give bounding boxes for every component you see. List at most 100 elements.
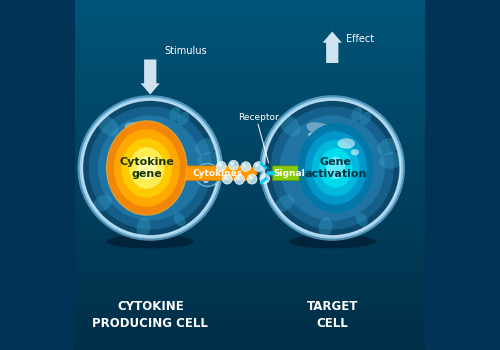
Ellipse shape bbox=[114, 129, 180, 207]
Ellipse shape bbox=[326, 157, 345, 179]
Bar bbox=[75, 108, 425, 111]
Text: TARGET
CELL: TARGET CELL bbox=[306, 300, 358, 330]
Bar bbox=[75, 18, 425, 20]
Ellipse shape bbox=[178, 112, 189, 125]
FancyArrow shape bbox=[273, 163, 313, 184]
Bar bbox=[75, 137, 425, 140]
Ellipse shape bbox=[136, 156, 157, 180]
Bar bbox=[75, 318, 425, 321]
Bar bbox=[75, 58, 425, 61]
Bar bbox=[75, 239, 425, 242]
Bar bbox=[75, 254, 425, 257]
Ellipse shape bbox=[106, 234, 194, 248]
Bar bbox=[75, 93, 425, 96]
Circle shape bbox=[248, 176, 252, 180]
Ellipse shape bbox=[318, 217, 332, 237]
Ellipse shape bbox=[306, 122, 337, 137]
Text: Cytokine
gene: Cytokine gene bbox=[120, 157, 174, 179]
Bar bbox=[75, 178, 425, 181]
Ellipse shape bbox=[275, 195, 294, 212]
FancyArrow shape bbox=[322, 32, 342, 63]
Circle shape bbox=[255, 163, 259, 167]
Circle shape bbox=[222, 174, 232, 184]
Bar bbox=[75, 64, 425, 67]
Bar bbox=[75, 283, 425, 286]
Bar bbox=[75, 111, 425, 114]
Bar bbox=[75, 131, 425, 134]
Bar bbox=[75, 230, 425, 233]
Text: Cytokines: Cytokines bbox=[192, 169, 242, 178]
Bar bbox=[75, 245, 425, 248]
Bar bbox=[75, 219, 425, 222]
Circle shape bbox=[260, 174, 270, 183]
FancyArrow shape bbox=[184, 163, 258, 184]
Bar bbox=[75, 0, 425, 3]
Bar bbox=[75, 193, 425, 195]
Bar bbox=[75, 79, 425, 82]
Circle shape bbox=[242, 163, 246, 167]
Bar bbox=[75, 303, 425, 306]
Bar bbox=[75, 44, 425, 47]
Ellipse shape bbox=[122, 138, 172, 198]
Ellipse shape bbox=[197, 152, 222, 169]
Bar bbox=[75, 47, 425, 50]
Bar bbox=[75, 41, 425, 44]
Ellipse shape bbox=[270, 106, 394, 230]
Text: CYTOKINE
PRODUCING CELL: CYTOKINE PRODUCING CELL bbox=[92, 300, 208, 330]
Bar bbox=[75, 35, 425, 38]
Bar bbox=[75, 251, 425, 254]
Bar bbox=[75, 347, 425, 350]
Ellipse shape bbox=[196, 164, 220, 186]
Bar bbox=[75, 175, 425, 178]
Bar bbox=[75, 228, 425, 230]
Ellipse shape bbox=[98, 116, 118, 136]
Bar bbox=[75, 332, 425, 335]
Circle shape bbox=[234, 175, 244, 184]
Bar bbox=[75, 122, 425, 125]
Bar bbox=[75, 73, 425, 76]
Bar bbox=[75, 163, 425, 166]
Bar bbox=[75, 105, 425, 108]
Ellipse shape bbox=[377, 138, 399, 155]
Ellipse shape bbox=[98, 116, 203, 220]
Bar bbox=[75, 146, 425, 149]
Bar bbox=[75, 52, 425, 55]
Ellipse shape bbox=[136, 217, 150, 237]
Bar bbox=[75, 225, 425, 228]
Circle shape bbox=[254, 162, 264, 172]
Bar bbox=[75, 265, 425, 268]
Bar bbox=[75, 128, 425, 131]
Ellipse shape bbox=[124, 122, 155, 137]
Bar bbox=[75, 300, 425, 303]
Ellipse shape bbox=[195, 138, 217, 155]
Bar bbox=[75, 158, 425, 160]
Bar bbox=[75, 257, 425, 260]
Bar bbox=[75, 292, 425, 295]
Bar bbox=[75, 341, 425, 344]
Bar bbox=[75, 233, 425, 236]
Bar bbox=[75, 274, 425, 277]
Bar bbox=[75, 12, 425, 15]
Bar bbox=[75, 67, 425, 70]
Bar bbox=[75, 6, 425, 9]
Bar bbox=[75, 271, 425, 274]
Bar bbox=[75, 195, 425, 198]
Circle shape bbox=[236, 176, 240, 180]
Bar bbox=[75, 70, 425, 73]
Bar bbox=[75, 181, 425, 184]
Bar bbox=[75, 248, 425, 251]
Bar bbox=[75, 88, 425, 90]
Bar bbox=[75, 321, 425, 324]
Bar bbox=[75, 169, 425, 172]
Bar bbox=[75, 295, 425, 298]
Bar bbox=[75, 85, 425, 88]
Ellipse shape bbox=[288, 234, 376, 248]
Bar bbox=[75, 125, 425, 128]
Ellipse shape bbox=[360, 112, 371, 125]
Bar bbox=[75, 120, 425, 122]
Bar bbox=[75, 96, 425, 99]
Bar bbox=[75, 201, 425, 204]
Bar bbox=[75, 55, 425, 58]
Ellipse shape bbox=[305, 131, 366, 205]
Ellipse shape bbox=[93, 195, 112, 212]
